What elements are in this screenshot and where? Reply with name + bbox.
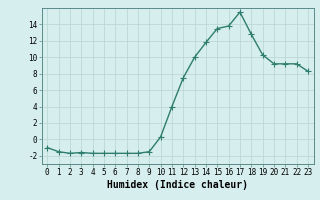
X-axis label: Humidex (Indice chaleur): Humidex (Indice chaleur)	[107, 180, 248, 190]
